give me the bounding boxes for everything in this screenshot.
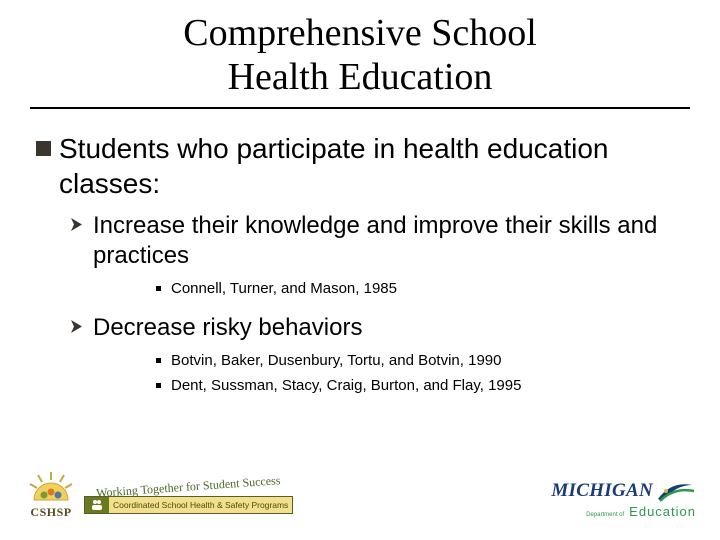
michigan-text: MICHIGAN xyxy=(551,481,653,500)
bullet-level-1: Students who participate in health educa… xyxy=(36,131,684,201)
citation-3: Dent, Sussman, Stacy, Craig, Burton, and… xyxy=(171,376,521,396)
dept-of-text: Department of xyxy=(586,512,624,518)
bullet-level-3: Connell, Turner, and Mason, 1985 xyxy=(156,279,684,299)
education-text: Education xyxy=(629,505,696,518)
slide-title: Comprehensive School Health Education xyxy=(0,12,720,99)
content-area: Students who participate in health educa… xyxy=(0,109,720,396)
swoosh-icon xyxy=(656,477,696,505)
education-row: Department of Education xyxy=(586,505,696,518)
title-line-1: Comprehensive School xyxy=(183,12,537,54)
citation-1: Connell, Turner, and Mason, 1985 xyxy=(171,279,397,299)
bullet-level-3: Botvin, Baker, Dusenbury, Tortu, and Bot… xyxy=(156,351,684,371)
footer-logos: CSHSP Working Together for Student Succe… xyxy=(0,462,720,532)
square-bullet-icon xyxy=(36,141,51,156)
bullet-main-text: Students who participate in health educa… xyxy=(59,131,684,201)
bullet-level-3: Dent, Sussman, Stacy, Craig, Burton, and… xyxy=(156,376,684,396)
yellow-segment: Coordinated School Health & Safety Progr… xyxy=(109,497,292,513)
bullet-level-2: Decrease risky behaviors xyxy=(70,313,684,343)
left-logo-group: CSHSP Working Together for Student Succe… xyxy=(24,470,293,524)
arrow-bullet-icon xyxy=(70,217,85,232)
arrow-bullet-icon xyxy=(70,319,85,334)
bullet-level-2: Increase their knowledge and improve the… xyxy=(70,211,684,271)
citation-2: Botvin, Baker, Dusenbury, Tortu, and Bot… xyxy=(171,351,501,371)
cshsp-text: CSHSP xyxy=(24,505,78,520)
dot-bullet-icon xyxy=(156,358,161,363)
title-line-2: Health Education xyxy=(228,56,493,98)
cshsp-logo: CSHSP xyxy=(24,470,78,524)
sub-bullet-1-text: Increase their knowledge and improve the… xyxy=(93,211,684,271)
dot-bullet-icon xyxy=(156,383,161,388)
title-area: Comprehensive School Health Education xyxy=(0,0,720,109)
sub-bullet-2-text: Decrease risky behaviors xyxy=(93,313,362,343)
dot-bullet-icon xyxy=(156,286,161,291)
michigan-logo: MICHIGAN Department of Education xyxy=(551,477,696,518)
michigan-row: MICHIGAN xyxy=(551,477,696,505)
working-together-block: Working Together for Student Success Coo… xyxy=(84,480,293,514)
